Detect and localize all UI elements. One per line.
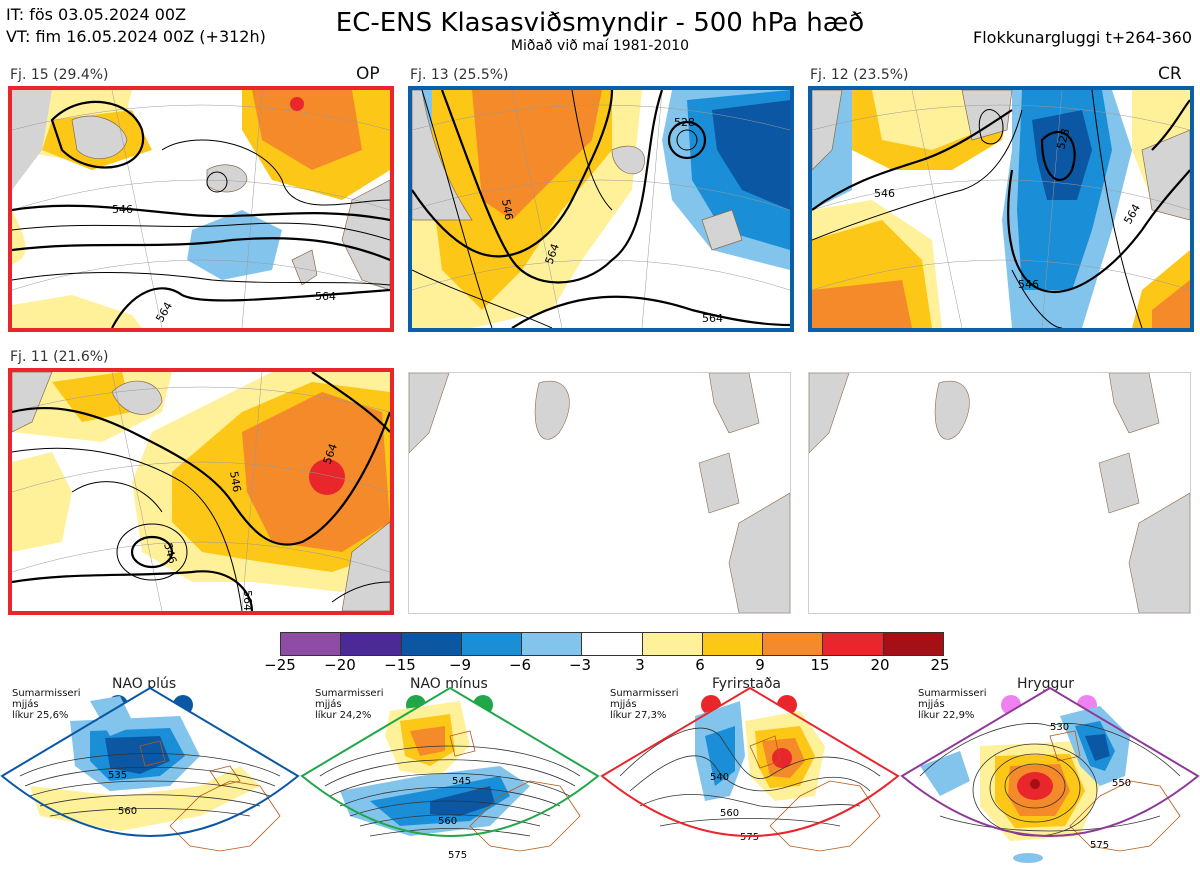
panel-tag-1: OP xyxy=(356,64,380,84)
colorbar-tick: 9 xyxy=(755,656,765,674)
colorbar-swatch xyxy=(763,633,824,655)
colorbar-swatch xyxy=(461,633,523,655)
panel-label-4: Fj. 11 (21.6%) xyxy=(10,349,109,365)
contour-label: 546 xyxy=(161,541,179,565)
colorbar-tick: −6 xyxy=(508,656,532,674)
contour-label: 564 xyxy=(702,312,723,325)
regime-blocking: Sumarmisseri mjjás líkur 27,3% Fyrirstaða … xyxy=(600,676,900,871)
colorbar-swatch xyxy=(642,633,703,655)
panel-label-1: Fj. 15 (29.4%) xyxy=(10,67,109,83)
regime-title: NAO plús xyxy=(112,676,177,692)
regime-map-3: 540 560 575 xyxy=(600,686,900,852)
contour-label: 546 xyxy=(499,198,515,221)
contour-label: 528 xyxy=(674,116,695,129)
colorbar-tick: 25 xyxy=(930,656,950,674)
panel-tag-3: CR xyxy=(1158,64,1182,84)
colorbar-tick: −3 xyxy=(568,656,592,674)
cluster-map-1: 546 564 564 xyxy=(8,86,394,332)
colorbar xyxy=(280,632,944,656)
cluster-map-2-graphic: 528 546 564 564 xyxy=(412,90,790,328)
panel-label-3: Fj. 12 (23.5%) xyxy=(810,67,909,83)
regime-note: Sumarmisseri mjjás líkur 27,3% xyxy=(610,688,679,721)
colorbar-tick: 15 xyxy=(810,656,830,674)
empty-map-6 xyxy=(808,372,1191,614)
cluster-map-4: 546 564 546 564 xyxy=(8,368,394,615)
contour-label: 575 xyxy=(740,832,759,843)
contour-label: 564 xyxy=(315,290,336,303)
colorbar-swatch xyxy=(823,633,884,655)
classification-window: Flokkunargluggi t+264-360 xyxy=(973,28,1192,47)
cluster-map-1-graphic: 546 564 564 xyxy=(12,90,390,328)
contour-label: 528 xyxy=(1054,127,1072,151)
colorbar-swatch xyxy=(883,633,943,655)
cluster-map-3-graphic: 528 546 546 564 xyxy=(812,90,1190,328)
colorbar-swatch xyxy=(401,633,462,655)
regime-title: NAO mínus xyxy=(410,676,488,692)
colorbar-swatch xyxy=(522,633,583,655)
empty-map-5 xyxy=(408,372,791,614)
cluster-map-2: 528 546 564 564 xyxy=(408,86,794,332)
contour-label: 546 xyxy=(1018,278,1039,291)
contour-label: 546 xyxy=(874,187,895,200)
contour-label: 575 xyxy=(1090,840,1109,851)
empty-map-6-graphic xyxy=(809,373,1190,613)
contour-label: 530 xyxy=(1050,722,1069,733)
regime-note: Sumarmisseri mjjás líkur 22,9% xyxy=(918,688,987,721)
contour-label: 550 xyxy=(1112,778,1131,789)
contour-label: 560 xyxy=(438,816,457,827)
contour-label: 560 xyxy=(118,806,137,817)
page-title: EC-ENS Klasasviðsmyndir - 500 hPa hæð xyxy=(335,8,865,38)
colorbar-tick: 20 xyxy=(870,656,890,674)
regime-nao-plus: Sumarmisseri mjjás líkur 25,6% NAO plús 53… xyxy=(0,676,300,871)
panel-label-2: Fj. 13 (25.5%) xyxy=(410,67,509,83)
contour-label: 535 xyxy=(108,770,127,781)
regime-map-4: 530 550 575 xyxy=(900,686,1200,863)
empty-map-5-graphic xyxy=(409,373,790,613)
colorbar-swatch xyxy=(281,633,342,655)
regime-title: Hryggur xyxy=(1017,676,1074,692)
regime-nao-minus: Sumarmisseri mjjás líkur 24,2% NAO mínus 5… xyxy=(300,676,600,871)
colorbar-tick: −15 xyxy=(384,656,416,674)
init-time: IT: fös 03.05.2024 00Z xyxy=(6,5,187,24)
valid-time: VT: fim 16.05.2024 00Z (+312h) xyxy=(6,27,266,46)
regime-ridge: Sumarmisseri mjjás líkur 22,9% Hryggur 530… xyxy=(900,676,1200,871)
contour-label: 575 xyxy=(448,850,467,861)
colorbar-tick: −20 xyxy=(324,656,356,674)
contour-label: 546 xyxy=(112,203,133,216)
colorbar-tick: 6 xyxy=(695,656,705,674)
page-subtitle: Miðað við maí 1981-2010 xyxy=(510,38,690,54)
contour-label: 564 xyxy=(241,590,254,611)
contour-label: 560 xyxy=(720,808,739,819)
regime-map-1: 535 560 xyxy=(0,686,300,852)
regime-note: Sumarmisseri mjjás líkur 24,2% xyxy=(315,688,384,721)
contour-label: 546 xyxy=(227,470,243,493)
contour-label: 540 xyxy=(710,772,729,783)
contour-label: 545 xyxy=(452,776,471,787)
regime-map-2: 545 560 575 xyxy=(300,686,600,861)
colorbar-tick: 3 xyxy=(635,656,645,674)
colorbar-swatch xyxy=(341,633,402,655)
header-times: IT: fös 03.05.2024 00Z VT: fim 16.05.202… xyxy=(6,4,266,48)
colorbar-tick: −25 xyxy=(264,656,296,674)
cluster-map-4-graphic: 546 564 546 564 xyxy=(12,372,390,611)
regime-note: Sumarmisseri mjjás líkur 25,6% xyxy=(12,688,81,721)
colorbar-swatch xyxy=(582,633,643,655)
cluster-map-3: 528 546 546 564 xyxy=(808,86,1194,332)
colorbar-tick: −9 xyxy=(448,656,472,674)
regime-title: Fyrirstaða xyxy=(712,676,781,692)
colorbar-swatch xyxy=(702,633,764,655)
